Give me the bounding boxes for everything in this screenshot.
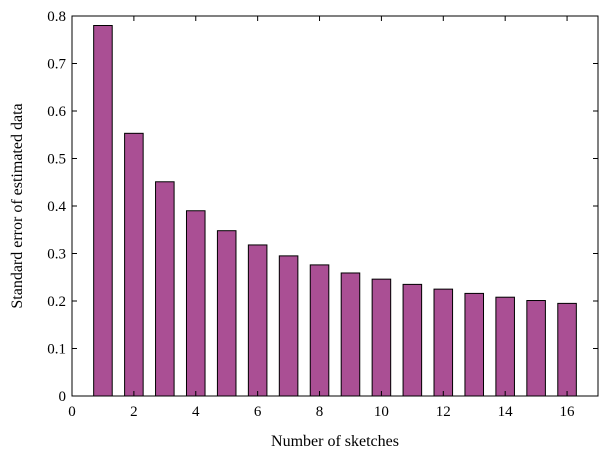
x-tick-label: 14 (498, 404, 514, 420)
y-tick-label: 0.7 (47, 57, 66, 73)
x-tick-label: 6 (254, 404, 262, 420)
y-tick-label: 0 (59, 389, 67, 405)
bar-4 (185, 210, 206, 397)
bar-9 (340, 272, 361, 397)
y-axis-label: Standard error of estimated data (9, 103, 26, 308)
x-tick-label: 4 (192, 404, 200, 420)
bar-11 (402, 283, 423, 397)
x-tick-label: 0 (68, 404, 76, 420)
bar-12 (433, 288, 454, 397)
bar-1 (93, 25, 113, 397)
bar-10 (371, 278, 392, 397)
x-tick-labels: 0 2 4 6 8 10 12 14 16 (68, 404, 575, 420)
bar-5 (216, 230, 237, 397)
bar-6 (247, 244, 268, 397)
bars-group (93, 25, 577, 397)
x-tick-label: 12 (436, 404, 451, 420)
y-tick-label: 0.6 (47, 104, 66, 120)
y-tick-labels: 0 0.1 0.2 0.3 0.4 0.5 0.6 0.7 0.8 (47, 9, 66, 405)
y-tick-label: 0.2 (47, 294, 66, 310)
x-tick-label: 10 (374, 404, 389, 420)
x-tick-label: 2 (130, 404, 138, 420)
bar-13 (464, 292, 485, 397)
ticks-group (71, 15, 598, 397)
y-tick-label: 0.8 (47, 9, 66, 25)
bar-8 (309, 264, 330, 397)
bar-2 (124, 132, 144, 397)
bar-14 (495, 296, 515, 397)
bar-16 (557, 302, 577, 397)
y-tick-label: 0.4 (47, 199, 66, 215)
x-axis-label: Number of sketches (271, 433, 399, 450)
x-tick-label: 16 (560, 404, 576, 420)
y-tick-label: 0.5 (47, 152, 66, 168)
y-tick-label: 0.3 (47, 247, 66, 263)
y-tick-label: 0.1 (47, 342, 66, 358)
bar-15 (526, 300, 546, 397)
x-tick-label: 8 (316, 404, 324, 420)
bar-3 (155, 181, 175, 397)
bar-7 (278, 255, 299, 397)
plot-frame (71, 15, 599, 397)
